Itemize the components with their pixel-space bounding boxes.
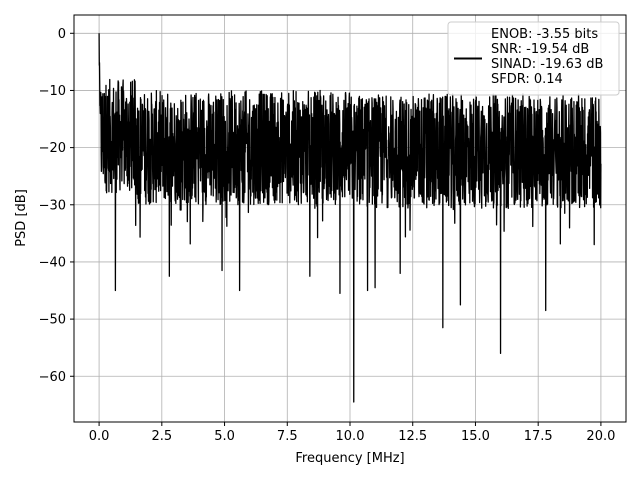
y-tick-label: −20 <box>39 141 66 156</box>
y-tick-label: 0 <box>58 27 66 42</box>
x-tick-label: 20.0 <box>586 429 615 444</box>
legend-line-enob: ENOB: -3.55 bits <box>491 27 598 42</box>
psd-series-line <box>98 33 602 403</box>
x-tick-label: 0.0 <box>89 429 110 444</box>
y-tick-label: −40 <box>39 255 66 270</box>
x-tick-label: 17.5 <box>524 429 553 444</box>
tick-layer: 0.0 2.5 5.0 7.5 10.0 12.5 15.0 17.5 20.0 0 −10 −20 −… <box>39 27 616 444</box>
x-tick-label: 7.5 <box>277 429 298 444</box>
y-tick-label: −60 <box>39 370 66 385</box>
y-tick-label: −50 <box>39 313 66 328</box>
legend-line-sfdr: SFDR: 0.14 <box>491 72 563 87</box>
y-axis-label: PSD [dB] <box>14 189 29 247</box>
y-tick-label: −30 <box>39 198 66 213</box>
y-tick-label: −10 <box>39 84 66 99</box>
legend-box <box>447 21 620 96</box>
x-tick-label: 2.5 <box>151 429 172 444</box>
legend-line-snr: SNR: -19.54 dB <box>491 42 589 57</box>
x-tick-label: 15.0 <box>461 429 490 444</box>
legend: ENOB: -3.55 bits SNR: -19.54 dB SINAD: -… <box>447 21 620 96</box>
x-tick-label: 12.5 <box>398 429 427 444</box>
x-axis-label: Frequency [MHz] <box>295 451 404 466</box>
legend-line-sinad: SINAD: -19.63 dB <box>491 57 603 72</box>
x-tick-label: 10.0 <box>336 429 365 444</box>
series-layer <box>98 33 602 403</box>
x-tick-label: 5.0 <box>214 429 235 444</box>
